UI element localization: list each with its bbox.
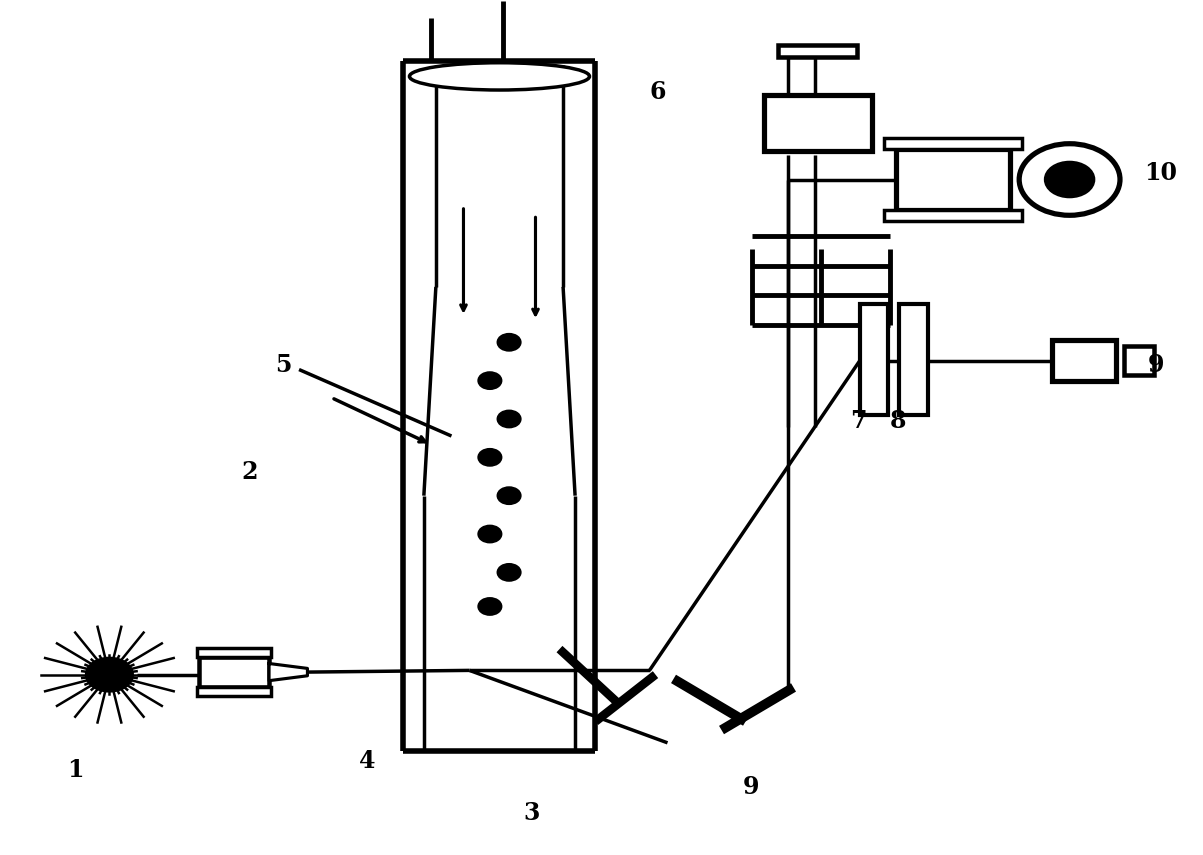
Text: 3: 3 (523, 800, 540, 824)
Circle shape (479, 450, 500, 465)
Text: 4: 4 (358, 749, 375, 774)
Circle shape (498, 488, 520, 504)
Text: 10: 10 (1144, 162, 1177, 186)
Text: 9: 9 (1148, 353, 1165, 377)
Bar (883, 138, 1021, 149)
Text: 1: 1 (67, 758, 84, 782)
Bar (1124, 345, 1154, 374)
Bar (883, 210, 1021, 221)
Circle shape (87, 658, 132, 691)
Text: 6: 6 (650, 80, 666, 104)
Bar (197, 648, 272, 657)
Bar (197, 687, 272, 696)
Circle shape (479, 373, 500, 388)
Bar (899, 304, 928, 415)
Bar (860, 304, 888, 415)
Circle shape (498, 564, 520, 580)
Circle shape (479, 527, 500, 542)
Circle shape (1045, 162, 1094, 197)
Circle shape (479, 598, 500, 614)
Bar (1051, 339, 1116, 380)
Polygon shape (269, 663, 308, 681)
Circle shape (498, 334, 520, 350)
Bar (778, 44, 858, 56)
Text: 9: 9 (743, 775, 759, 799)
Text: 7: 7 (851, 409, 866, 433)
Text: 8: 8 (889, 409, 906, 433)
Text: 2: 2 (242, 460, 257, 484)
Bar (200, 657, 269, 687)
Bar (895, 149, 1009, 210)
Ellipse shape (409, 62, 589, 90)
Bar (764, 95, 871, 150)
Text: 5: 5 (275, 353, 291, 377)
Circle shape (498, 411, 520, 427)
